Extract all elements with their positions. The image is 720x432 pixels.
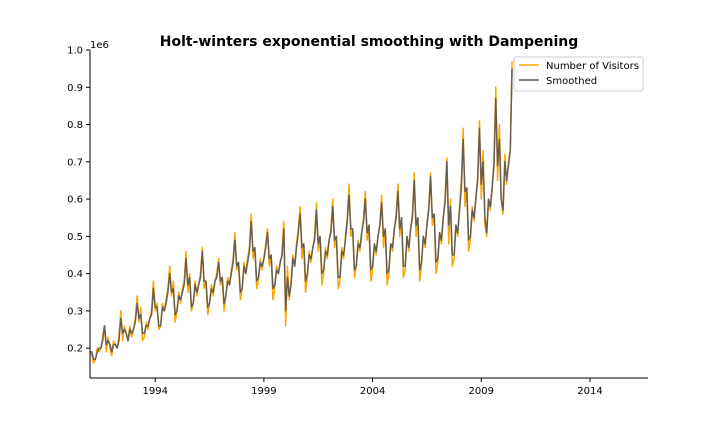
y-tick-label: 0.8 xyxy=(67,120,83,131)
y-tick-label: 0.2 xyxy=(67,344,83,355)
y-tick-label: 0.9 xyxy=(67,83,83,94)
y-tick-label: 0.5 xyxy=(67,232,83,243)
x-tick-label: 2009 xyxy=(469,386,494,397)
x-tick-label: 1994 xyxy=(142,386,167,397)
x-tick-label: 2014 xyxy=(577,386,602,397)
y-axis-ticks: 0.2 0.3 0.4 0.5 0.6 0.7 0.8 0.9 1.0 xyxy=(67,46,90,355)
legend-label-smoothed: Smoothed xyxy=(546,76,597,87)
y-offset-label: 1e6 xyxy=(90,40,109,51)
plot-lines xyxy=(89,61,513,364)
x-tick-label: 1999 xyxy=(251,386,276,397)
chart-title: Holt-winters exponential smoothing with … xyxy=(160,34,579,50)
x-tick-label: 2004 xyxy=(360,386,385,397)
y-tick-label: 1.0 xyxy=(67,46,83,57)
y-tick-label: 0.4 xyxy=(67,269,83,280)
legend: Number of Visitors Smoothed xyxy=(513,56,644,92)
y-tick-label: 0.3 xyxy=(67,306,83,317)
series-line-smoothed xyxy=(90,68,513,361)
x-axis-ticks: 1994 1999 2004 2009 2014 xyxy=(142,378,603,397)
y-tick-label: 0.6 xyxy=(67,195,83,206)
legend-label-visitors: Number of Visitors xyxy=(546,61,639,72)
y-tick-label: 0.7 xyxy=(67,157,83,168)
legend-box xyxy=(513,56,644,92)
